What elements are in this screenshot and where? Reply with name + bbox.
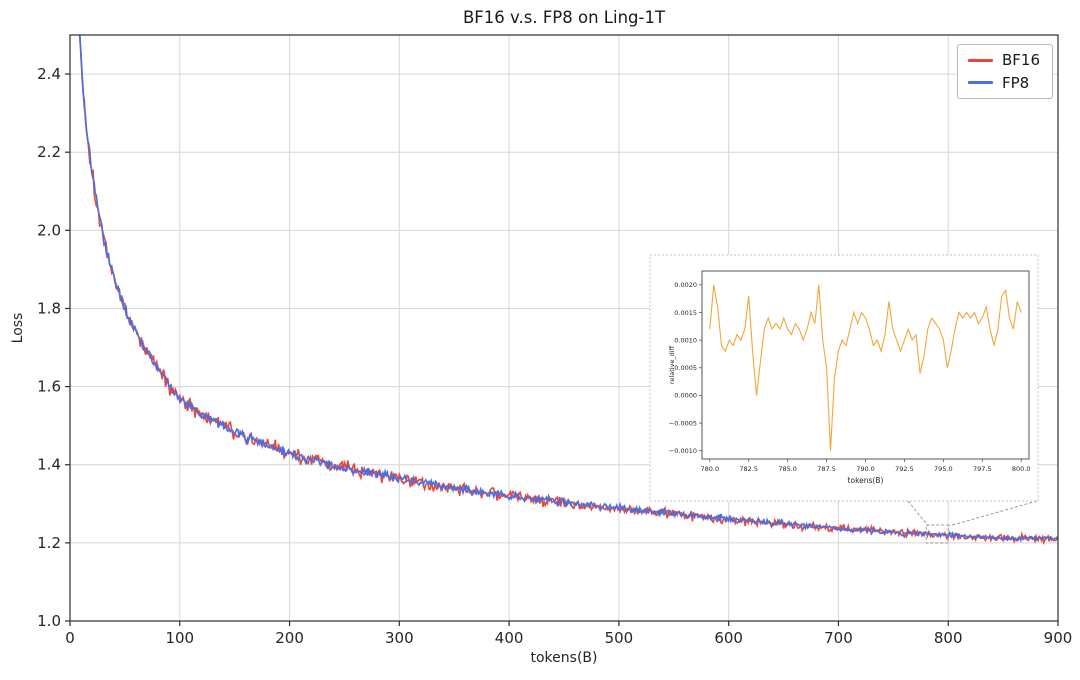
legend-item-fp8: FP8: [967, 73, 1040, 92]
x-axis-label: tokens(B): [531, 650, 598, 666]
x-tick-label: 900: [1044, 629, 1073, 647]
inset-y-tick-label: −0.0005: [669, 419, 697, 427]
inset-chart: 780.0 782.5 785.0 787.5 790.0 792.5 795.0 797.5…: [649, 254, 1039, 502]
x-tick-label: 700: [824, 629, 853, 647]
y-tick-label: 1.6: [37, 378, 61, 396]
fp8-line-swatch: [967, 81, 993, 85]
legend-label-fp8: FP8: [1001, 73, 1030, 92]
y-tick-label: 2.0: [37, 221, 61, 239]
inset-x-tick-label: 782.5: [739, 465, 758, 473]
inset-x-tick-label: 790.0: [856, 465, 875, 473]
x-tick-label: 200: [275, 629, 304, 647]
x-tick-label: 100: [165, 629, 194, 647]
x-tick-label: 800: [934, 629, 963, 647]
y-tick-label: 1.0: [37, 612, 61, 630]
x-tick-label: 300: [385, 629, 414, 647]
inset-y-tick-label: 0.0005: [674, 364, 697, 372]
x-tick-label: 400: [495, 629, 524, 647]
inset-y-axis-label: relative_diff: [668, 345, 676, 384]
inset-x-axis-label: tokens(B): [848, 476, 884, 485]
inset-axes-border: [701, 270, 1030, 460]
inset-x-tick-label: 800.0: [1012, 465, 1031, 473]
series-fp8-line: [79, 35, 1058, 542]
x-axis: 0 100 200 300 400 500 600 700 800 900: [65, 621, 1072, 647]
x-tick-label: 600: [714, 629, 743, 647]
inset-y-tick-label: 0.0020: [674, 281, 697, 289]
inset-y-tick-label: 0.0000: [674, 392, 697, 400]
zoom-region-marker: [907, 500, 1038, 544]
inset-x-tick-label: 792.5: [895, 465, 914, 473]
y-axis: 1.0 1.2 1.4 1.6 1.8 2.0 2.2 2.4: [37, 65, 70, 630]
bf16-line-swatch: [967, 58, 993, 62]
legend-item-bf16: BF16: [967, 51, 1040, 69]
legend: BF16 FP8: [956, 44, 1053, 99]
y-tick-label: 2.2: [37, 143, 61, 161]
y-tick-label: 1.2: [37, 534, 61, 552]
y-tick-label: 1.4: [37, 456, 61, 474]
series-lines: [78, 35, 1058, 546]
main-axes-border: [69, 34, 1059, 622]
y-tick-label: 2.4: [37, 65, 61, 83]
inset-x-tick-label: 780.0: [700, 465, 719, 473]
legend-label-bf16: BF16: [1001, 51, 1040, 69]
chart-title: BF16 v.s. FP8 on Ling-1T: [462, 8, 666, 27]
inset-x-tick-label: 795.0: [934, 465, 953, 473]
inset-y-tick-label: 0.0010: [674, 336, 697, 344]
inset-y-tick-label: 0.0015: [674, 309, 697, 317]
y-axis-label: Loss: [10, 313, 26, 344]
inset-x-tick-label: 787.5: [817, 465, 836, 473]
inset-y-tick-label: −0.0010: [669, 447, 697, 455]
x-tick-label: 500: [605, 629, 634, 647]
inset-x-tick-label: 785.0: [778, 465, 797, 473]
inset-relative-diff-line: [709, 284, 1022, 451]
inset-x-tick-label: 797.5: [973, 465, 992, 473]
x-tick-label: 0: [65, 629, 75, 647]
y-tick-label: 1.8: [37, 299, 61, 317]
